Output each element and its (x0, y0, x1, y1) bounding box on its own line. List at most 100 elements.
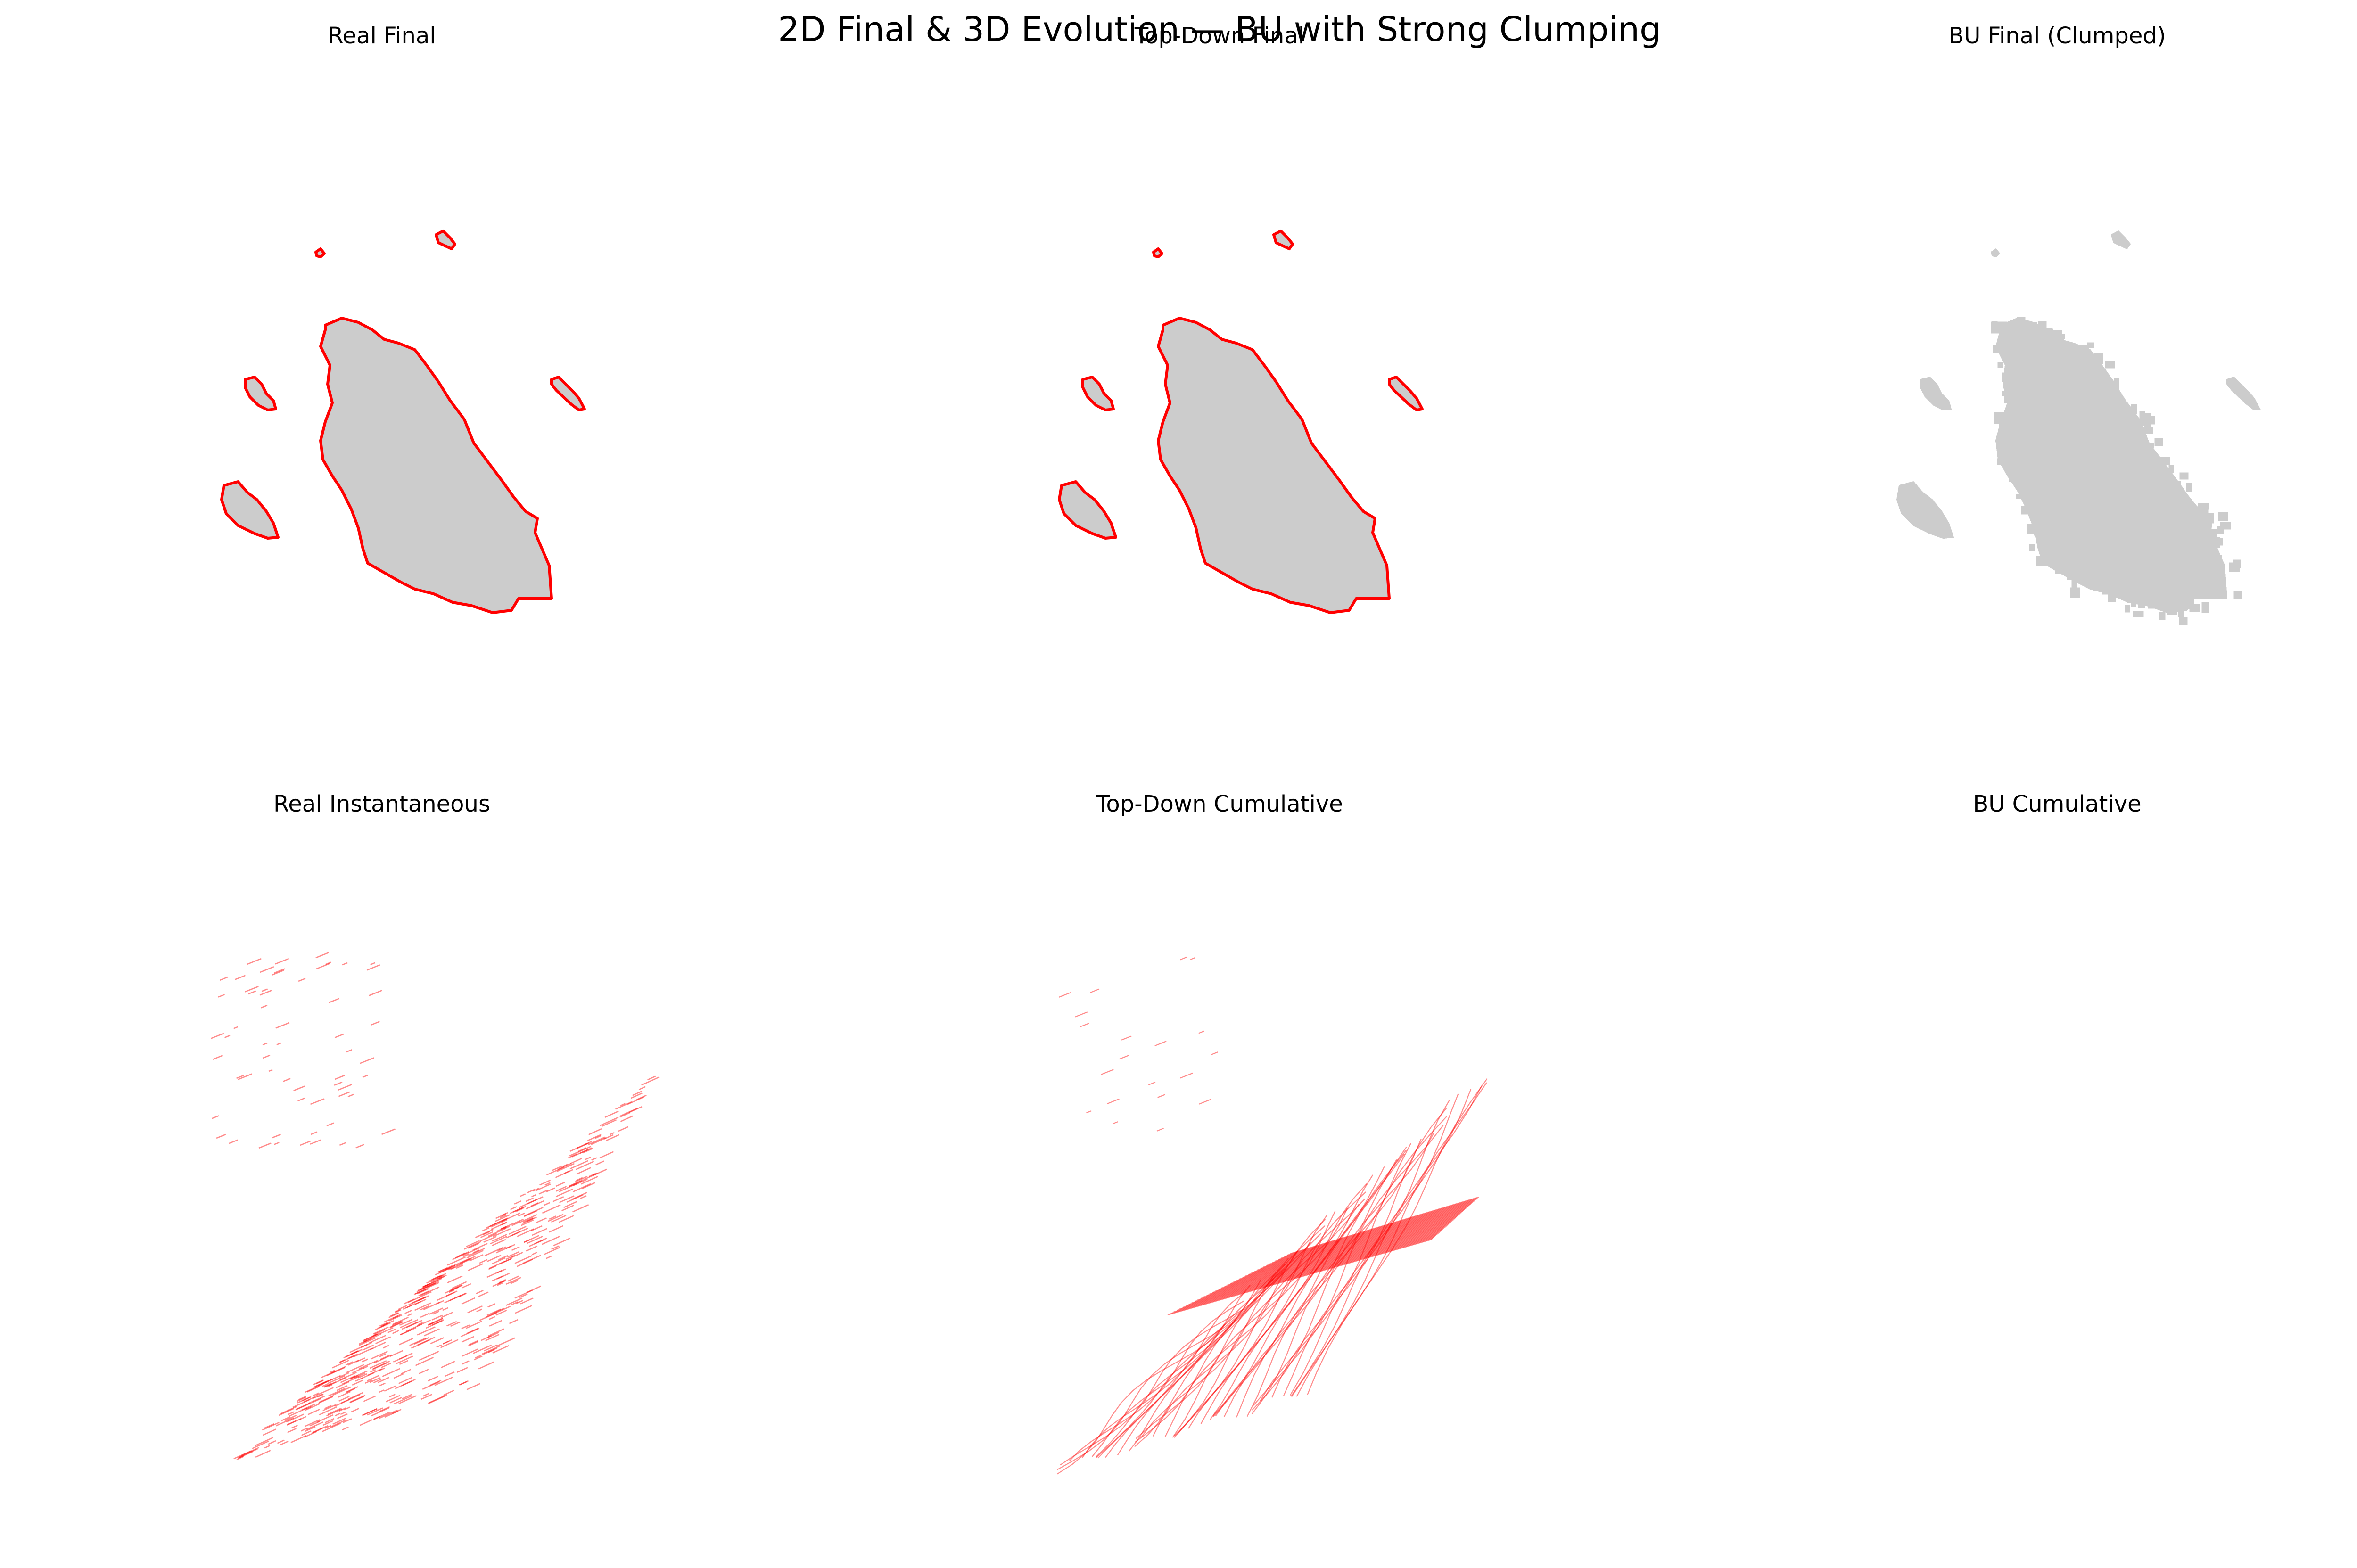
clumped-area-patch (1920, 376, 1952, 411)
instantaneous-contour-fragment (488, 1265, 496, 1270)
cumulative-contour-line (1206, 1225, 1447, 1296)
cumulative-contour-line (1287, 1198, 1478, 1256)
instantaneous-contour-fragment (301, 1430, 312, 1436)
instantaneous-contour-fragment (636, 1094, 647, 1100)
instantaneous-contour-fragment (462, 1283, 471, 1289)
instantaneous-contour-fragment (479, 1233, 497, 1242)
instantaneous-contour-fragment (495, 1218, 507, 1224)
instantaneous-contour-fragment (384, 1410, 399, 1418)
burn-area-patch (244, 376, 277, 411)
instantaneous-contour-fragment (239, 1448, 258, 1458)
instantaneous-contour-fragment (473, 1344, 492, 1354)
instantaneous-contour-fragment (417, 1288, 429, 1295)
instantaneous-contour-fragment (337, 1413, 348, 1419)
instantaneous-contour-fragment (514, 1200, 521, 1205)
clumped-cell (2004, 398, 2011, 403)
instantaneous-contour-fragment (447, 1275, 463, 1283)
real-final-map (220, 230, 586, 614)
instantaneous-contour-fragment (424, 1281, 439, 1289)
instantaneous-contour-fragment (466, 1383, 481, 1390)
instantaneous-contour-fragment (569, 1147, 579, 1152)
cumulative-contour-line (1176, 1236, 1435, 1311)
instantaneous-contour-fragment (604, 1110, 619, 1118)
instantaneous-contour-fragment (314, 1379, 329, 1387)
instantaneous-contour-fragment (487, 1349, 494, 1354)
instantaneous-contour-fragment (312, 1429, 320, 1434)
cumulative-contour-line (1212, 1159, 1397, 1416)
contour-fragment (220, 976, 229, 981)
burn-area-patch (1152, 247, 1163, 258)
clumped-cell (2034, 528, 2043, 536)
cumulative-contour-line (1152, 1219, 1326, 1437)
instantaneous-contour-fragment (363, 1332, 381, 1341)
instantaneous-contour-fragment (328, 1387, 346, 1397)
instantaneous-contour-fragment (469, 1254, 484, 1262)
instantaneous-contour-fragment (538, 1190, 548, 1195)
instantaneous-contour-fragment (348, 1353, 358, 1359)
instantaneous-contour-fragment (432, 1274, 444, 1281)
cumulative-contour-line (1173, 1237, 1434, 1313)
instantaneous-contour-fragment (372, 1362, 387, 1370)
cumulative-contour-line (1263, 1206, 1469, 1268)
instantaneous-contour-fragment (454, 1251, 470, 1259)
contour-fragment (1107, 1098, 1120, 1104)
instantaneous-contour-fragment (511, 1221, 521, 1226)
panel-bu-final-clumped: BU Final (Clumped) (1675, 0, 2357, 735)
instantaneous-contour-fragment (403, 1303, 416, 1310)
contour-fragment (334, 1033, 344, 1038)
instantaneous-contour-fragment (466, 1250, 484, 1259)
instantaneous-contour-fragment (317, 1394, 324, 1398)
instantaneous-contour-fragment (383, 1320, 394, 1326)
instantaneous-contour-fragment (383, 1345, 389, 1349)
instantaneous-contour-fragment (516, 1258, 533, 1267)
contour-fragment (297, 1097, 305, 1102)
instantaneous-contour-fragment (393, 1355, 408, 1363)
instantaneous-contour-fragment (575, 1175, 588, 1182)
instantaneous-contour-fragment (367, 1375, 379, 1382)
instantaneous-contour-fragment (406, 1323, 422, 1332)
clumped-cell (2001, 354, 2008, 361)
contour-fragment (335, 1075, 346, 1080)
burn-area-main (319, 317, 553, 614)
clumped-area-main (1995, 317, 2228, 614)
instantaneous-contour-fragment (591, 1137, 607, 1145)
contour-fragment (326, 1122, 334, 1127)
instantaneous-contour-fragment (526, 1245, 538, 1252)
cumulative-contour-line (1291, 1085, 1483, 1397)
instantaneous-contour-fragment (414, 1298, 427, 1305)
instantaneous-contour-fragment (322, 1404, 337, 1412)
clumped-cell (2093, 373, 2105, 379)
instantaneous-contour-fragment (516, 1300, 524, 1305)
instantaneous-contour-fragment (486, 1270, 503, 1278)
instantaneous-contour-fragment (434, 1376, 453, 1386)
burn-area-patch (550, 376, 586, 411)
clumped-cell (2233, 591, 2242, 599)
instantaneous-contour-fragment (418, 1322, 423, 1325)
instantaneous-contour-fragment (446, 1321, 457, 1327)
instantaneous-contour-fragment (413, 1289, 427, 1295)
instantaneous-contour-fragment (342, 1426, 349, 1431)
instantaneous-contour-fragment (620, 1108, 638, 1116)
instantaneous-contour-fragment (486, 1314, 492, 1318)
contour-fragment (272, 969, 284, 976)
cumulative-contour-line (1236, 1146, 1407, 1418)
contour-fragment (1180, 956, 1187, 961)
cumulative-contour-line (1182, 1233, 1438, 1308)
contour-fragment (334, 1081, 343, 1086)
instantaneous-contour-fragment (492, 1257, 506, 1264)
clumped-cell (2143, 422, 2151, 433)
burn-area-patch (220, 480, 280, 540)
instantaneous-contour-fragment (442, 1307, 449, 1311)
instantaneous-contour-fragment (319, 1425, 329, 1430)
contour-fragment (216, 1133, 226, 1139)
clumped-cell (1997, 362, 2003, 369)
instantaneous-contour-fragment (338, 1355, 354, 1363)
instantaneous-contour-fragment (544, 1202, 550, 1206)
instantaneous-contour-fragment (312, 1392, 320, 1396)
instantaneous-contour-fragment (362, 1365, 369, 1370)
instantaneous-contour-fragment (487, 1303, 495, 1308)
cumulative-contour-line (1164, 1214, 1328, 1437)
instantaneous-contour-fragment (580, 1176, 599, 1185)
instantaneous-contour-fragment (313, 1393, 323, 1399)
instantaneous-contour-fragment (555, 1188, 573, 1198)
